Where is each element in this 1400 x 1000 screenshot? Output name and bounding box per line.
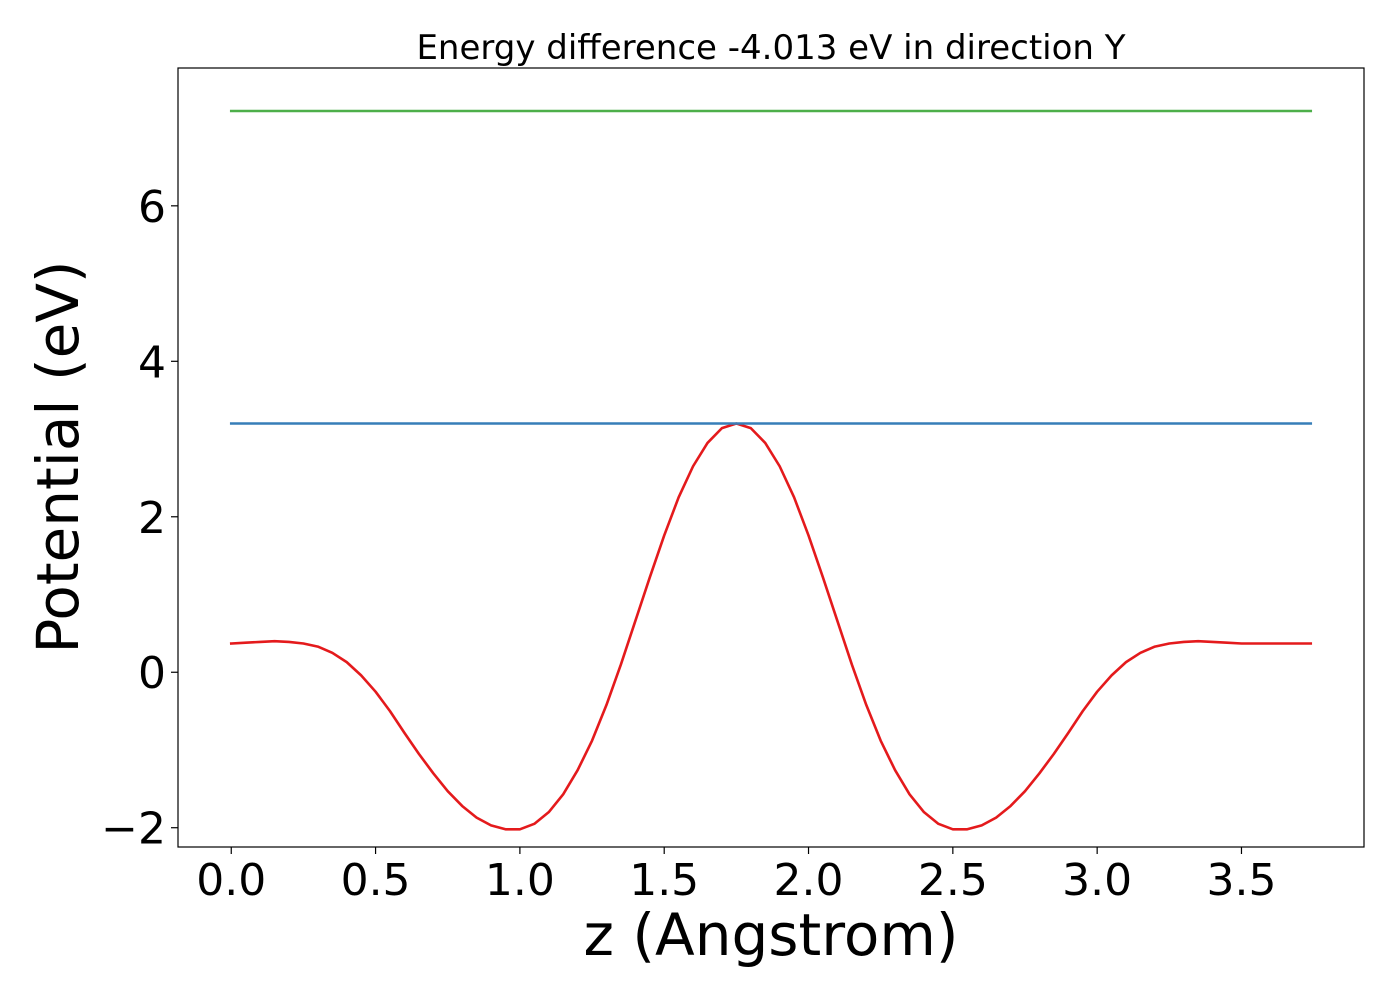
x-tick-label: 2.0 <box>774 855 844 906</box>
series-layer <box>229 109 1313 831</box>
y-axis-ticks: −2 0 2 4 6 <box>101 182 178 855</box>
x-tick-label: 3.5 <box>1206 855 1276 906</box>
chart-title: Energy difference -4.013 eV in direction… <box>416 28 1125 68</box>
plot-frame <box>177 67 1365 848</box>
y-axis-label: Potential (eV) <box>24 260 92 653</box>
x-axis-ticks: 0.0 0.5 1.0 1.5 2.0 2.5 3.0 3.5 <box>196 847 1276 906</box>
y-tick-label: 0 <box>138 648 166 699</box>
series-line-0 <box>229 422 1313 831</box>
y-tick-label: 2 <box>138 493 166 544</box>
x-tick-label: 0.0 <box>196 855 266 906</box>
x-tick-label: 3.0 <box>1062 855 1132 906</box>
x-tick-label: 2.5 <box>918 855 988 906</box>
y-tick-label: 4 <box>138 337 166 388</box>
y-tick-label: 6 <box>138 182 166 233</box>
x-tick-label: 1.5 <box>629 855 699 906</box>
x-axis-label: z (Angstrom) <box>584 901 959 969</box>
x-tick-label: 0.5 <box>341 855 411 906</box>
y-tick-label: −2 <box>101 804 166 855</box>
x-tick-label: 1.0 <box>485 855 555 906</box>
